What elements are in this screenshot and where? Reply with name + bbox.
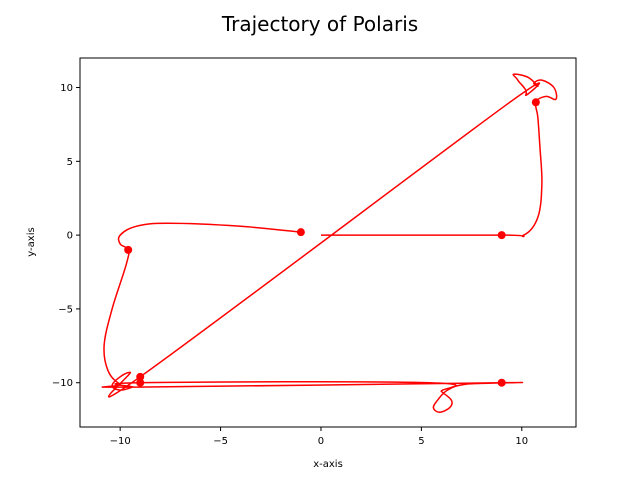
x-tick-label: 0: [318, 436, 324, 447]
data-point-marker: [497, 231, 506, 240]
data-point-marker: [531, 98, 540, 107]
data-point-marker: [497, 378, 506, 387]
x-tick-label: 5: [418, 436, 424, 447]
trajectory-line: [101, 73, 558, 413]
y-axis: −10 −5 0 5 10: [52, 83, 80, 389]
x-axis: −10 −5 0 5 10: [110, 427, 528, 447]
data-point-marker: [136, 372, 145, 381]
data-point-marker: [296, 228, 305, 237]
y-tick-label: −5: [58, 304, 73, 315]
x-tick-label: 10: [515, 436, 528, 447]
plot-area: [101, 73, 558, 413]
data-point-marker: [124, 245, 133, 254]
chart-title: Trajectory of Polaris: [221, 12, 418, 36]
y-tick-label: 5: [67, 157, 73, 168]
x-tick-label: −10: [110, 436, 131, 447]
y-tick-label: 10: [60, 83, 73, 94]
x-axis-label: x-axis: [313, 459, 343, 470]
x-tick-label: −5: [213, 436, 228, 447]
y-axis-label: y-axis: [26, 227, 37, 256]
data-point-marker: [136, 378, 145, 387]
axes-frame: [79, 57, 577, 428]
y-tick-label: 0: [67, 231, 73, 242]
y-tick-label: −10: [52, 378, 73, 389]
